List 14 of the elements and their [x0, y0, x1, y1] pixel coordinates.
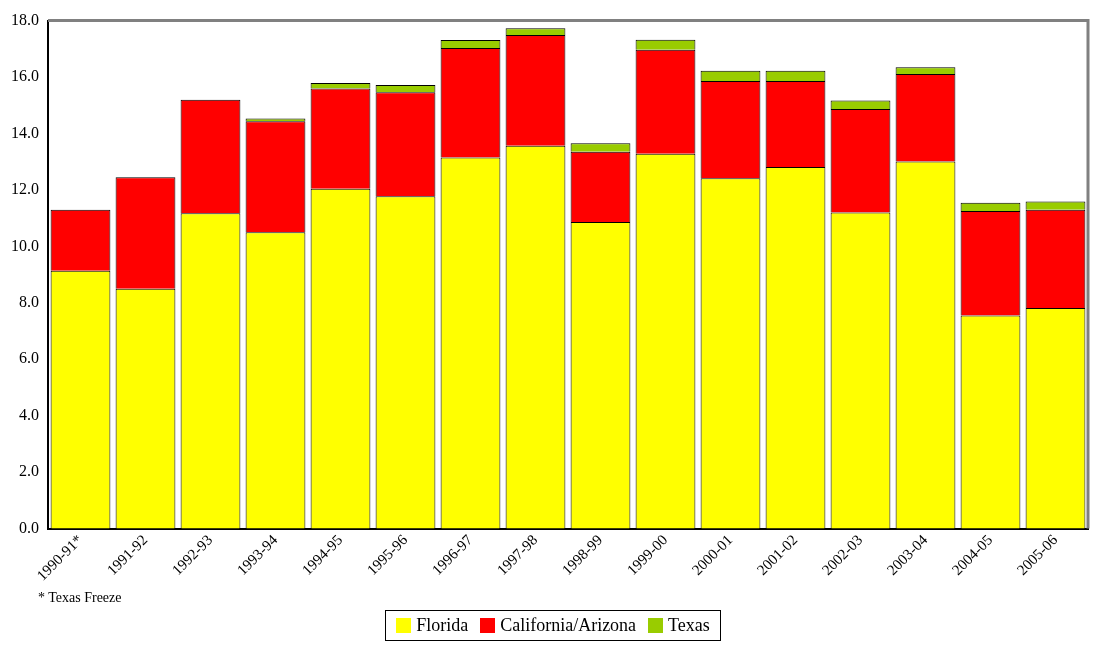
y-tick-label: 14.0	[11, 123, 39, 141]
y-tick-label: 10.0	[11, 236, 39, 254]
legend-label: Texas	[668, 615, 710, 636]
y-tick-label: 0.0	[19, 518, 39, 536]
legend-label: California/Arizona	[500, 615, 637, 636]
y-tick-label: 8.0	[19, 293, 39, 311]
y-tick-label: 16.0	[11, 67, 39, 85]
legend-label: Florida	[416, 615, 469, 636]
y-tick-label: 4.0	[19, 405, 39, 423]
y-tick-label: 18.0	[11, 10, 39, 28]
text: * Texas Freeze	[38, 590, 123, 606]
y-tick-label: 2.0	[19, 462, 39, 480]
y-tick-label: 12.0	[11, 180, 39, 198]
y-tick-label: 6.0	[19, 349, 39, 367]
